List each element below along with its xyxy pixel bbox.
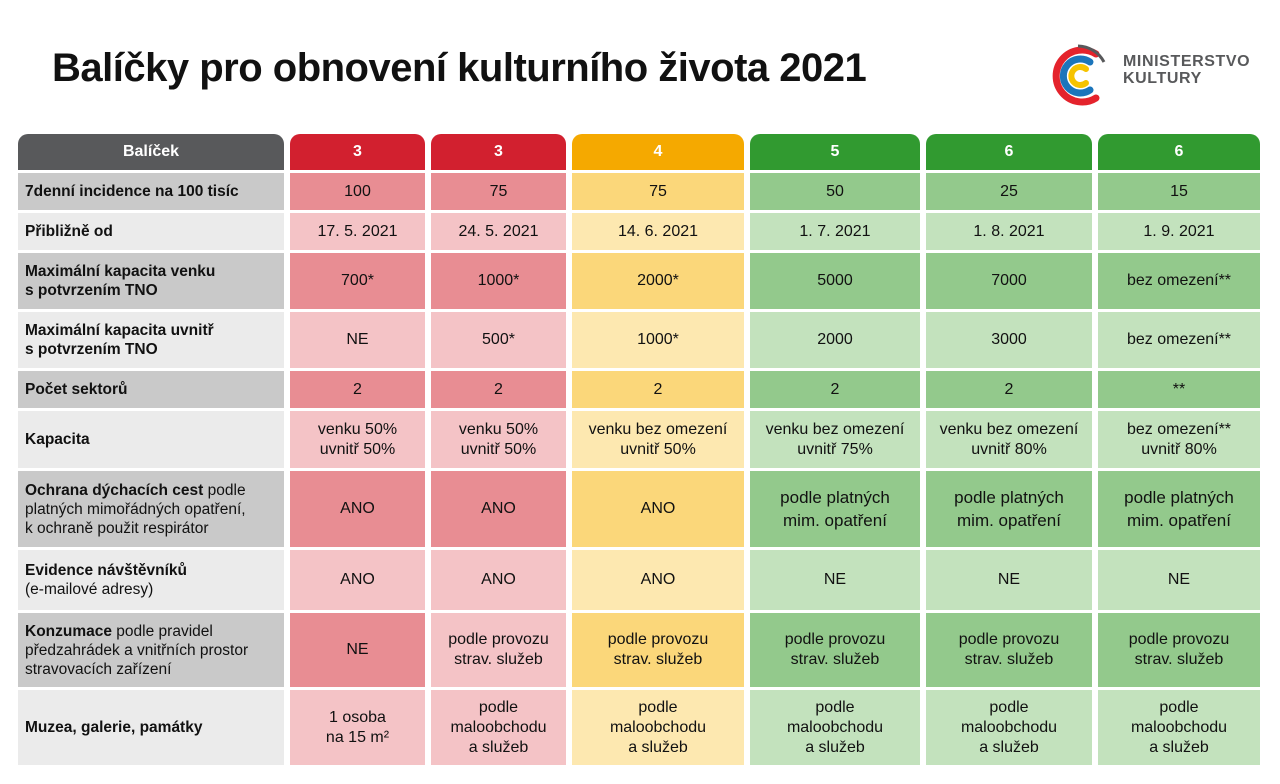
row-label-capacity-inside: Maximální kapacita uvnitř s potvrzením TN…	[18, 312, 284, 368]
table-cell: 2000	[750, 312, 920, 368]
packages-table: Balíček 3 3 4 5 6 6 7denní incidence na …	[18, 134, 1260, 765]
row-label-capacity: Kapacita	[18, 411, 284, 468]
package-header: 4	[572, 134, 744, 170]
table-cell: podle provozu strav. služeb	[572, 613, 744, 687]
table-cell: 2000*	[572, 253, 744, 309]
table-cell: podle maloobchodu a služeb	[572, 690, 744, 765]
table-cell: 1. 9. 2021	[1098, 213, 1260, 250]
table-cell: NE	[290, 613, 425, 687]
table-cell: ANO	[431, 550, 566, 610]
header-label: Balíček	[18, 134, 284, 170]
table-cell: venku bez omezení uvnitř 75%	[750, 411, 920, 468]
table-cell: 24. 5. 2021	[431, 213, 566, 250]
table-cell: 75	[572, 173, 744, 210]
table-cell: ANO	[290, 471, 425, 547]
package-header: 5	[750, 134, 920, 170]
table-cell: 2	[431, 371, 566, 408]
ministry-logo-icon	[1052, 44, 1106, 106]
table-cell: 2	[290, 371, 425, 408]
row-label-visitors: Evidence návštěvníků (e-mailové adresy)	[18, 550, 284, 610]
table-cell: NE	[926, 550, 1092, 610]
table-cell: venku bez omezení uvnitř 50%	[572, 411, 744, 468]
table-cell: 500*	[431, 312, 566, 368]
row-label-consumption: Konzumace podle pravidel předzahrádek a v…	[18, 613, 284, 687]
table-cell: podle platných mim. opatření	[1098, 471, 1260, 547]
table-cell: 15	[1098, 173, 1260, 210]
table-cell: bez omezení** uvnitř 80%	[1098, 411, 1260, 468]
ministry-logo: MINISTERSTVO KULTURY	[1044, 40, 1264, 110]
package-header: 6	[926, 134, 1092, 170]
table-cell: 2	[750, 371, 920, 408]
table-cell: venku bez omezení uvnitř 80%	[926, 411, 1092, 468]
table-cell: NE	[290, 312, 425, 368]
table-cell: podle maloobchodu a služeb	[431, 690, 566, 765]
table-cell: **	[1098, 371, 1260, 408]
package-header: 3	[431, 134, 566, 170]
table-cell: 3000	[926, 312, 1092, 368]
table-cell: podle provozu strav. služeb	[750, 613, 920, 687]
page-title: Balíčky pro obnovení kulturního života 2…	[52, 46, 867, 90]
table-cell: podle platných mim. opatření	[926, 471, 1092, 547]
package-header: 3	[290, 134, 425, 170]
row-label-date: Přibližně od	[18, 213, 284, 250]
table-cell: NE	[750, 550, 920, 610]
table-cell: bez omezení**	[1098, 312, 1260, 368]
table-cell: venku 50% uvnitř 50%	[431, 411, 566, 468]
table-cell: ANO	[572, 550, 744, 610]
table-cell: ANO	[572, 471, 744, 547]
table-cell: 50	[750, 173, 920, 210]
table-cell: 25	[926, 173, 1092, 210]
table-cell: 17. 5. 2021	[290, 213, 425, 250]
table-cell: 700*	[290, 253, 425, 309]
table-cell: 75	[431, 173, 566, 210]
table-cell: 2	[926, 371, 1092, 408]
table-cell: podle platných mim. opatření	[750, 471, 920, 547]
table-cell: 1. 7. 2021	[750, 213, 920, 250]
row-label-museums: Muzea, galerie, památky	[18, 690, 284, 765]
logo-text-line2: KULTURY	[1123, 70, 1202, 87]
row-label-sectors: Počet sektorů	[18, 371, 284, 408]
table-cell: 1 osoba na 15 m²	[290, 690, 425, 765]
package-header: 6	[1098, 134, 1260, 170]
table-cell: ANO	[431, 471, 566, 547]
row-label-respiratory: Ochrana dýchacích cest podle platných mim…	[18, 471, 284, 547]
table-cell: bez omezení**	[1098, 253, 1260, 309]
table-cell: 14. 6. 2021	[572, 213, 744, 250]
table-cell: podle provozu strav. služeb	[1098, 613, 1260, 687]
table-cell: 1. 8. 2021	[926, 213, 1092, 250]
table-cell: 7000	[926, 253, 1092, 309]
table-cell: podle maloobchodu a služeb	[1098, 690, 1260, 765]
table-cell: 100	[290, 173, 425, 210]
table-cell: podle maloobchodu a služeb	[750, 690, 920, 765]
table-cell: 2	[572, 371, 744, 408]
table-cell: 1000*	[431, 253, 566, 309]
table-cell: podle maloobchodu a služeb	[926, 690, 1092, 765]
table-cell: venku 50% uvnitř 50%	[290, 411, 425, 468]
table-cell: 5000	[750, 253, 920, 309]
row-label-capacity-outside: Maximální kapacita venku s potvrzením TNO	[18, 253, 284, 309]
table-cell: 1000*	[572, 312, 744, 368]
table-cell: podle provozu strav. služeb	[431, 613, 566, 687]
table-cell: podle provozu strav. služeb	[926, 613, 1092, 687]
logo-text-line1: MINISTERSTVO	[1123, 53, 1251, 70]
row-label-incidence: 7denní incidence na 100 tisíc	[18, 173, 284, 210]
table-cell: NE	[1098, 550, 1260, 610]
table-cell: ANO	[290, 550, 425, 610]
